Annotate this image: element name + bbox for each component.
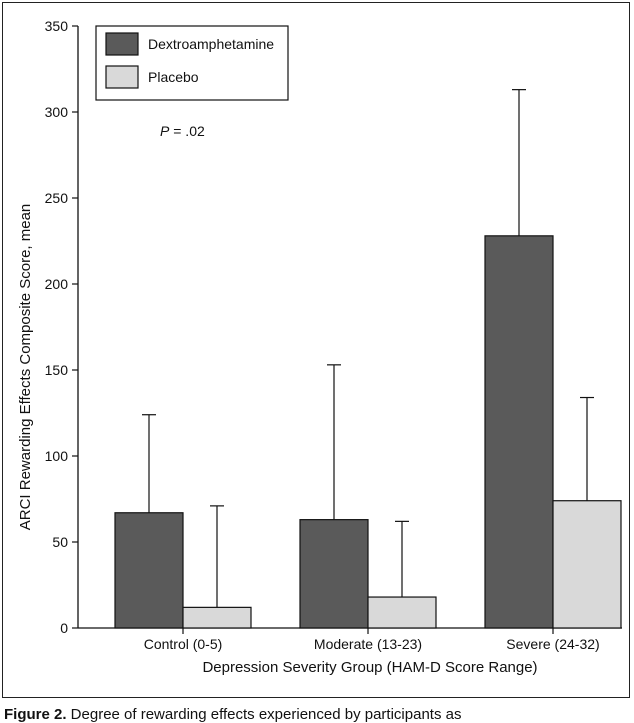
y-tick-label: 350 [45,18,69,34]
bar [552,500,622,629]
y-tick-label: 150 [45,362,69,378]
bar [299,519,369,629]
y-tick-label: 200 [45,276,69,292]
figure-frame [2,2,630,698]
x-tick-label: Severe (24-32) [506,636,599,652]
x-axis-label: Depression Severity Group (HAM-D Score R… [202,659,537,676]
y-tick-label: 250 [45,190,69,206]
legend-label: Dextroamphetamine [148,36,274,52]
y-tick-label: 0 [60,620,68,636]
figure-caption: Figure 2. Degree of rewarding effects ex… [4,706,461,723]
bar [484,235,554,629]
bar [114,512,184,629]
legend-swatch [105,65,139,89]
x-tick-label: Moderate (13-23) [314,636,422,652]
legend-label: Placebo [148,69,199,85]
p-value-annotation: P = .02 [160,123,205,139]
y-tick-label: 100 [45,448,69,464]
caption-label: Figure 2. [4,706,67,723]
bar [367,596,437,629]
bar-chart: 0 50 100 150 200 250 300 350 Control (0-5) Modera… [17,18,622,676]
caption-text: Degree of rewarding effects experienced … [66,706,462,723]
bar [182,606,252,629]
x-tick-label: Control (0-5) [144,636,223,652]
y-tick-label: 50 [52,534,68,550]
legend-swatch [105,32,139,56]
y-axis-label: ARCI Rewarding Effects Composite Score, … [17,204,34,531]
y-tick-label: 300 [45,104,69,120]
